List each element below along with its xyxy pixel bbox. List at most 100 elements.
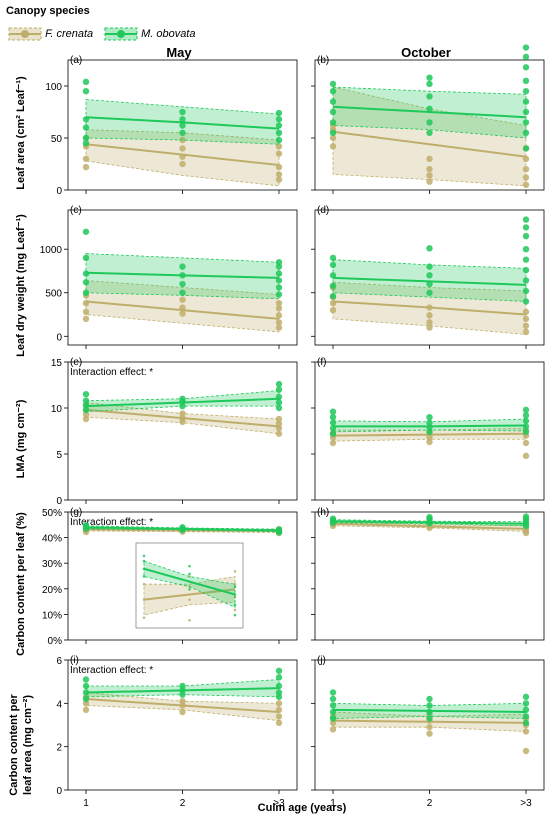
- y-tick-label-g: 30%: [42, 559, 62, 570]
- panel-b: (b): [311, 44, 545, 194]
- annotation-g: Interaction effect: *: [70, 517, 153, 528]
- x-tick-label-i: >3: [273, 798, 285, 809]
- data-point-mobovata-e: [179, 402, 186, 410]
- data-point-mobovata-i: [275, 689, 283, 696]
- data-point-mobovata-f: [426, 419, 433, 426]
- data-point-mobovata-f: [329, 408, 337, 415]
- regression-line-mobovata-a: [85, 116, 280, 130]
- y-axis-label-a: Leaf area (cm² Leaf⁻¹): [15, 76, 27, 190]
- data-point-fcrenata-c: [82, 308, 90, 316]
- y-tick-label-i: 0: [56, 786, 62, 797]
- data-point-mobovata-j: [426, 695, 433, 703]
- data-point-mobovata-f: [329, 430, 337, 437]
- data-point-mobovata-j: [522, 693, 530, 701]
- data-point-mobovata-inset-g: [142, 554, 146, 558]
- data-point-mobovata-c: [275, 291, 283, 298]
- data-point-mobovata-d: [522, 277, 530, 284]
- legend-item-m-obovata: M. obovata: [104, 27, 195, 41]
- y-axis-label-c: Leaf dry weight (mg Leaf⁻¹): [15, 214, 27, 357]
- panel-letter-j: (j): [317, 655, 326, 666]
- confidence-band-mobovata-inset-g: [143, 560, 236, 609]
- data-point-mobovata-a: [179, 116, 186, 123]
- data-point-mobovata-e: [82, 397, 90, 404]
- panel-g: 0% 10% 20% 30% 40% 50% (g)Interaction effect: …: [15, 507, 298, 656]
- data-point-fcrenata-inset-g: [142, 616, 146, 619]
- data-point-fcrenata-b: [426, 155, 433, 162]
- data-point-fcrenata-inset-g: [188, 575, 191, 578]
- data-point-mobovata-d: [522, 224, 530, 231]
- data-point-fcrenata-c: [82, 315, 90, 323]
- data-point-fcrenata-i: [82, 706, 90, 714]
- data-point-mobovata-e: [275, 380, 283, 388]
- data-point-fcrenata-b: [522, 174, 530, 181]
- annotation-i: Interaction effect: *: [70, 665, 153, 676]
- y-tick-label-a: 0: [56, 186, 62, 197]
- data-point-fcrenata-i: [275, 719, 283, 727]
- data-point-fcrenata-a: [179, 160, 186, 168]
- data-point-mobovata-c: [179, 263, 186, 270]
- regression-line-fcrenata-e: [85, 408, 280, 428]
- data-point-mobovata-d: [329, 293, 337, 300]
- data-point-mobovata-a: [82, 134, 90, 142]
- regression-line-mobovata-g: [85, 526, 280, 532]
- data-point-mobovata-b: [329, 129, 337, 136]
- data-point-fcrenata-a: [275, 143, 283, 150]
- data-point-mobovata-d: [426, 272, 433, 279]
- data-point-mobovata-j: [426, 708, 433, 716]
- y-tick-label-c: 1000: [40, 245, 63, 256]
- data-point-mobovata-b: [329, 80, 337, 88]
- data-point-mobovata-inset-g: [233, 585, 237, 589]
- data-point-mobovata-a: [82, 140, 90, 147]
- data-point-fcrenata-e: [275, 430, 283, 437]
- data-point-mobovata-b: [426, 119, 433, 126]
- data-point-mobovata-c: [179, 289, 186, 296]
- data-point-mobovata-a: [275, 136, 283, 144]
- data-point-mobovata-f: [426, 414, 433, 421]
- data-point-fcrenata-c: [275, 305, 283, 312]
- legend-label-f-crenata: F. crenata: [45, 27, 94, 40]
- regression-line-mobovata-c: [85, 271, 280, 279]
- data-point-mobovata-inset-g: [188, 572, 191, 576]
- data-point-mobovata-inset-g: [142, 559, 146, 563]
- data-point-mobovata-h: [426, 513, 433, 521]
- data-point-mobovata-c: [82, 228, 90, 235]
- data-point-mobovata-i: [275, 667, 283, 675]
- data-point-mobovata-a: [179, 108, 186, 116]
- legend-swatch-f-crenata-icon: [8, 27, 42, 41]
- data-point-fcrenata-b: [522, 166, 530, 173]
- y-tick-label-i: 6: [56, 656, 62, 667]
- data-point-mobovata-a: [275, 129, 283, 136]
- data-point-fcrenata-a: [82, 163, 90, 171]
- data-point-fcrenata-c: [275, 312, 283, 319]
- data-point-fcrenata-d: [426, 319, 433, 326]
- data-point-mobovata-d: [522, 266, 530, 274]
- data-point-fcrenata-b: [426, 178, 433, 185]
- data-point-fcrenata-j: [329, 726, 337, 733]
- panel-letter-f: (f): [317, 357, 326, 368]
- data-point-fcrenata-j: [426, 723, 433, 731]
- y-tick-label-g: 40%: [42, 534, 62, 545]
- data-point-fcrenata-c: [275, 299, 283, 307]
- data-point-fcrenata-j: [522, 747, 530, 755]
- regression-line-fcrenata-d: [332, 300, 527, 316]
- data-point-mobovata-d: [426, 245, 433, 252]
- data-point-mobovata-j: [329, 702, 337, 709]
- data-point-fcrenata-c: [275, 319, 283, 326]
- data-point-mobovata-h: [522, 513, 530, 520]
- y-axis-label-line2-i: leaf area (mg cm⁻²): [22, 695, 34, 795]
- data-point-mobovata-b: [426, 80, 433, 88]
- data-point-mobovata-b: [522, 119, 530, 126]
- data-point-fcrenata-a: [179, 145, 186, 152]
- panel-letter-b: (b): [317, 55, 329, 66]
- data-point-mobovata-j: [522, 719, 530, 727]
- legend-title: Canopy species: [6, 5, 90, 17]
- data-point-fcrenata-f: [426, 434, 433, 441]
- data-point-mobovata-c: [275, 284, 283, 291]
- data-point-fcrenata-inset-g: [188, 618, 191, 622]
- data-point-mobovata-a: [179, 129, 186, 136]
- data-point-mobovata-c: [275, 277, 283, 284]
- data-point-mobovata-j: [522, 700, 530, 707]
- panel-d: (d): [311, 205, 545, 349]
- regression-line-mobovata-e: [85, 397, 280, 408]
